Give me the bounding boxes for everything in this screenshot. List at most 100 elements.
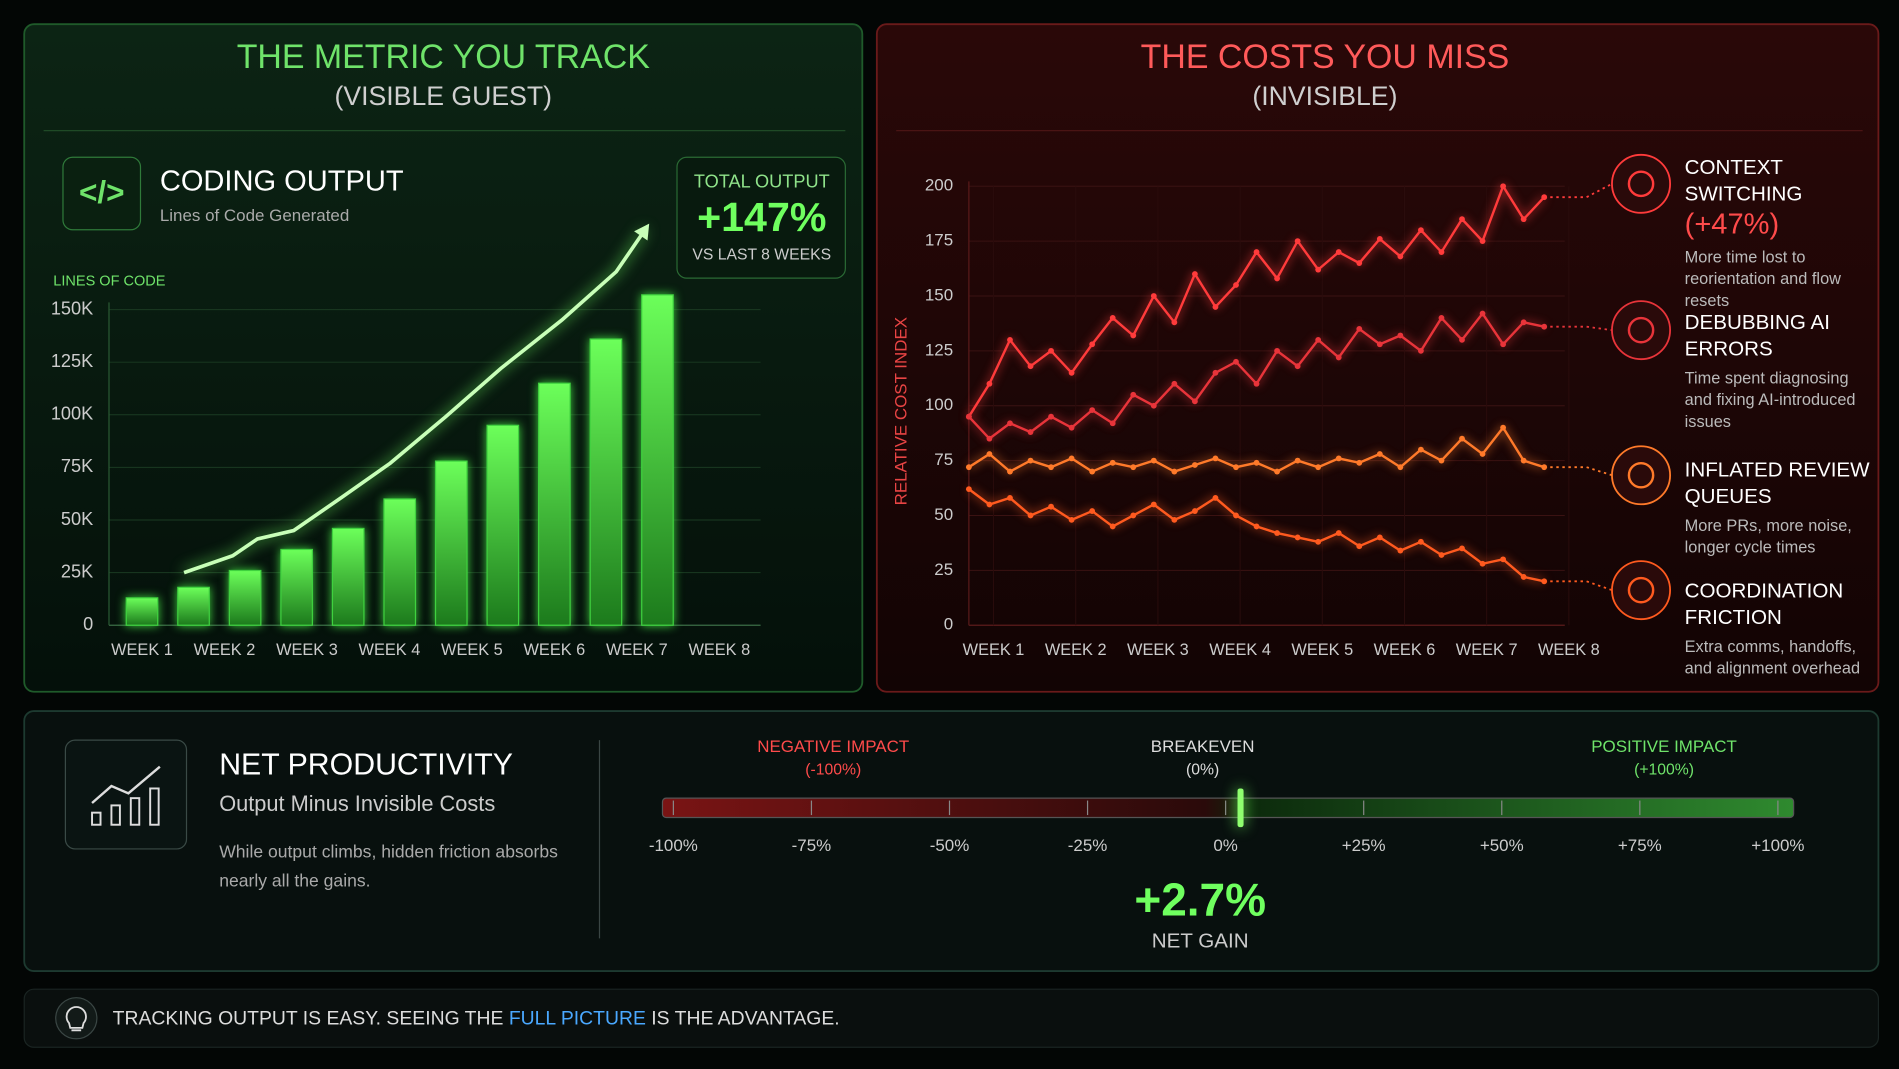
series-name: CONTEXT SWITCHING [1684, 155, 1803, 206]
x-tick-label: WEEK 4 [1209, 641, 1271, 659]
series-point [1171, 516, 1178, 523]
series-name: COORDINATION FRICTION [1684, 579, 1844, 629]
gauge-tick-label: -50% [930, 836, 970, 855]
series-point [1294, 534, 1301, 541]
series-point [1048, 347, 1054, 354]
x-tick-label: WEEK 7 [606, 641, 668, 659]
series-point [1274, 468, 1280, 475]
series-point [1500, 424, 1507, 431]
connector [1544, 466, 1613, 477]
y-tick-label: 100K [51, 404, 93, 424]
trend-arrow [634, 223, 650, 241]
series-point [1089, 341, 1096, 348]
footer-text: TRACKING OUTPUT IS EASY. SEEING THE FULL… [113, 1008, 840, 1030]
series-point [1171, 319, 1178, 326]
gauge-label: POSITIVE IMPACT [1591, 737, 1737, 756]
series-point [1171, 380, 1178, 387]
chart-icon [91, 765, 161, 804]
chart-icon-box [64, 739, 188, 850]
y-tick-label: 125K [51, 351, 93, 371]
bar [280, 548, 313, 626]
y-tick-label: 100 [925, 395, 953, 414]
x-tick-label: WEEK 6 [1374, 641, 1436, 659]
y-tick-label: 75K [61, 456, 93, 476]
series-point [1068, 424, 1075, 431]
series-point [1500, 556, 1507, 563]
panel-title: THE COSTS YOU MISS [1141, 38, 1510, 76]
y-tick-label: 0 [944, 615, 953, 634]
bar [125, 597, 159, 626]
gauge-label: (-100%) [805, 761, 861, 778]
gauge-label: BREAKEVEN [1151, 737, 1255, 756]
series-point [1397, 253, 1404, 260]
x-tick-label: WEEK 2 [194, 641, 256, 659]
series-point [1212, 304, 1219, 310]
gauge-tick-label: +25% [1342, 836, 1386, 855]
series-point [1007, 468, 1013, 475]
series-point [1335, 354, 1342, 361]
series-point [1253, 249, 1260, 255]
series-point [1048, 413, 1054, 420]
y-tick-label: 0 [83, 614, 93, 634]
series-description: Extra comms, handoffs, and alignment ove… [1684, 637, 1861, 678]
kpi-label: TOTAL OUTPUT [694, 171, 830, 191]
series-point [986, 501, 993, 508]
series-point [1479, 310, 1486, 317]
gauge-tick-label: +50% [1480, 836, 1524, 855]
series-point [1376, 236, 1383, 242]
series-point [1479, 238, 1486, 245]
series-point [1089, 407, 1096, 414]
series-point [1438, 249, 1445, 255]
x-tick-label: WEEK 1 [963, 641, 1025, 659]
series-point [1130, 512, 1137, 519]
series-name: DEBUBBING AI ERRORS [1684, 310, 1830, 361]
callout: INFLATED REVIEW QUEUES More PRs, more noi… [1685, 457, 1879, 559]
series-point [1315, 266, 1322, 273]
series-point [1274, 275, 1280, 282]
callout: COORDINATION FRICTION Extra comms, handof… [1685, 578, 1879, 680]
bulb-icon [55, 997, 98, 1040]
callout-icon-core [1627, 461, 1655, 489]
series-description: More time lost to reorientation and flow… [1684, 247, 1841, 310]
callout-icon [1611, 445, 1672, 506]
series-point [1335, 249, 1342, 255]
callout-icon-core [1627, 576, 1655, 604]
series-point [1007, 336, 1013, 343]
bar [228, 569, 262, 626]
series-point [1109, 315, 1116, 321]
chart-icon [149, 787, 160, 826]
series-point [1520, 574, 1527, 580]
series-point [1130, 464, 1137, 471]
gauge-tick-label: -75% [792, 836, 832, 855]
series-point [1479, 560, 1486, 567]
series-point [1068, 369, 1075, 376]
gauge-label: (+100%) [1634, 761, 1694, 778]
series-point [1459, 545, 1465, 552]
series-point [1212, 495, 1219, 501]
series-point [1294, 238, 1301, 245]
y-tick-label: 25 [934, 560, 953, 579]
series-point [1150, 501, 1157, 508]
gauge-tick-label: -25% [1068, 836, 1108, 855]
series-point [965, 486, 972, 493]
series-point [1109, 523, 1116, 530]
series-point [1376, 451, 1383, 457]
series-point [1274, 347, 1280, 354]
callout-icon-core [1627, 316, 1655, 344]
series-point [1418, 538, 1424, 545]
y-axis-label: RELATIVE COST INDEX [892, 317, 911, 505]
series-point [1007, 495, 1013, 501]
callout: CONTEXT SWITCHING (+47%) More time lost to… [1685, 155, 1879, 312]
footer-text: IS THE ADVANTAGE. [646, 1008, 840, 1030]
net-subtitle: Output Minus Invisible Costs [219, 791, 495, 816]
y-tick-label: 175 [925, 231, 953, 250]
bar [434, 460, 468, 626]
series-name: INFLATED REVIEW QUEUES [1684, 458, 1870, 508]
series-point [1253, 523, 1260, 530]
series-point [1130, 391, 1137, 398]
series-point [1150, 293, 1157, 299]
bar [538, 382, 571, 626]
callout: DEBUBBING AI ERRORS Time spent diagnosing… [1685, 310, 1879, 433]
bar [589, 338, 623, 626]
